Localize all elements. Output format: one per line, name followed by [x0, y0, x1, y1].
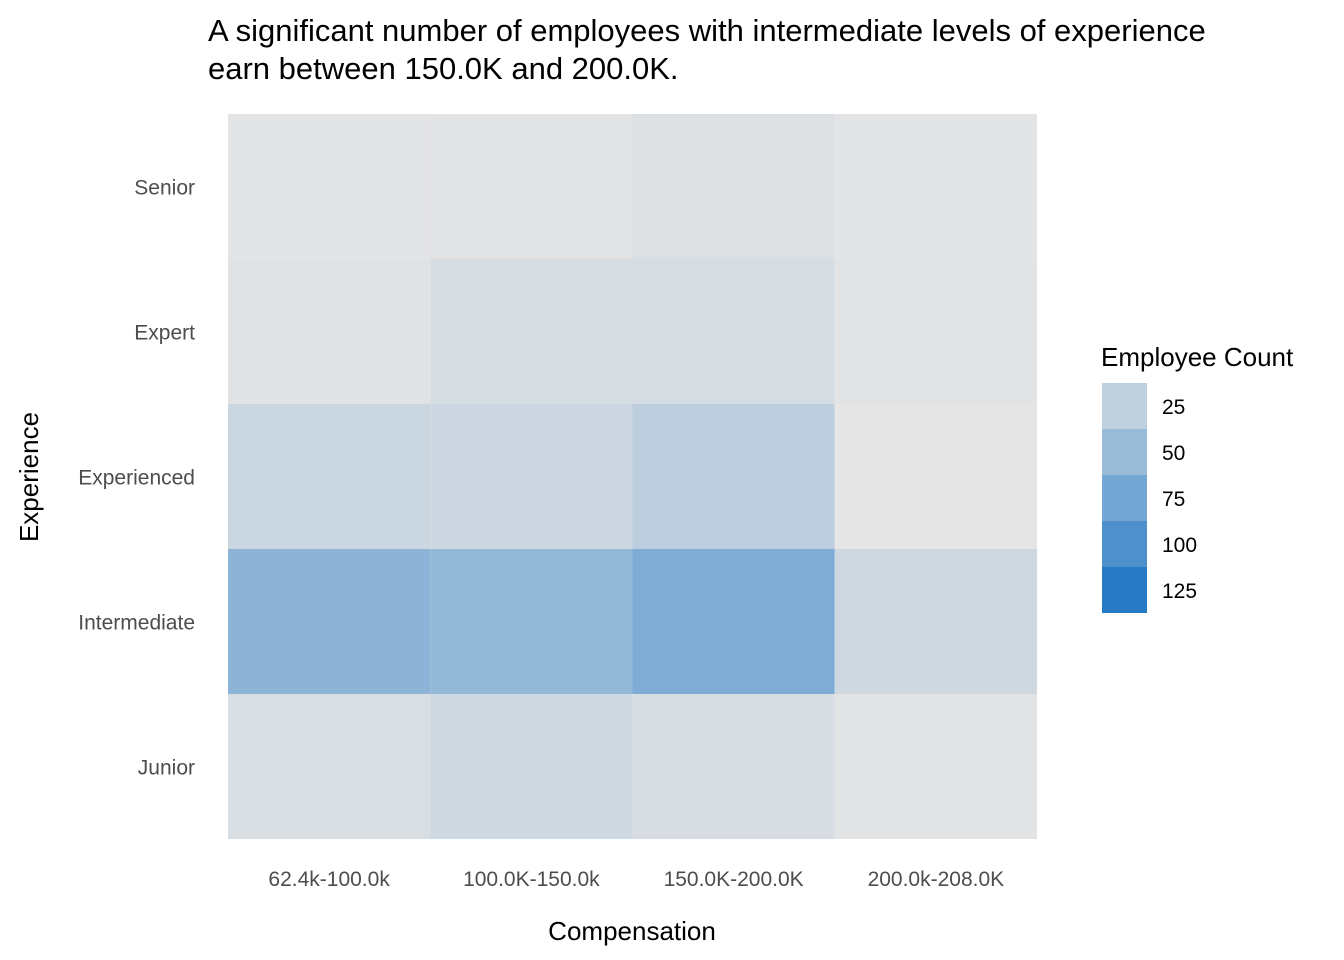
x-tick-label: 150.0K-200.0K	[664, 868, 804, 891]
y-tick-label: Expert	[134, 322, 195, 345]
legend-label: 100	[1162, 534, 1197, 557]
heatmap-cell	[834, 694, 1037, 839]
heatmap-cell	[430, 694, 633, 839]
heatmap-cell	[632, 259, 835, 404]
legend-label: 50	[1162, 442, 1185, 465]
y-axis-title: Experience	[14, 412, 44, 542]
legend-label: 75	[1162, 488, 1185, 511]
heatmap-cell	[228, 549, 431, 694]
legend-key	[1102, 567, 1147, 613]
heatmap-cell	[632, 404, 835, 549]
x-tick-label: 100.0K-150.0k	[463, 868, 600, 891]
heatmap-cell	[430, 549, 633, 694]
x-tick-labels: 62.4k-100.0k 100.0K-150.0k 150.0K-200.0K 20…	[268, 868, 1004, 891]
heatmap-cell	[834, 404, 1037, 549]
heatmap-cell	[228, 694, 431, 839]
legend-title: Employee Count	[1101, 342, 1294, 372]
heatmap-cell	[632, 549, 835, 694]
chart-title-line-2: earn between 150.0K and 200.0K.	[208, 51, 679, 86]
legend-keys: 25 50 75 100 125	[1102, 383, 1197, 613]
heatmap-cell	[430, 259, 633, 404]
heatmap-cell	[834, 259, 1037, 404]
heatmap-cell	[228, 404, 431, 549]
heatmap-cell	[430, 114, 633, 259]
heatmap-cell	[632, 694, 835, 839]
legend-label: 125	[1162, 580, 1197, 603]
y-tick-label: Experienced	[78, 467, 195, 490]
heatmap-cell	[228, 114, 431, 259]
legend-key	[1102, 475, 1147, 521]
legend-key	[1102, 383, 1147, 429]
legend: Employee Count 25 50 75 100 125	[1101, 342, 1294, 613]
heatmap-cell	[430, 404, 633, 549]
x-tick-label: 200.0k-208.0K	[868, 868, 1005, 891]
y-tick-label: Senior	[134, 177, 195, 200]
heatmap-cell	[632, 114, 835, 259]
legend-key	[1102, 521, 1147, 567]
y-tick-labels: Senior Expert Experienced Intermediate Junio…	[78, 177, 195, 780]
chart-title-line-1: A significant number of employees with i…	[208, 13, 1206, 48]
legend-key	[1102, 429, 1147, 475]
y-tick-label: Intermediate	[78, 612, 195, 635]
x-axis-title: Compensation	[548, 916, 716, 946]
legend-label: 25	[1162, 396, 1185, 419]
heatmap-cell	[834, 114, 1037, 259]
y-tick-label: Junior	[138, 757, 195, 780]
x-tick-label: 62.4k-100.0k	[268, 868, 390, 891]
heatmap-cells	[228, 114, 1037, 839]
heatmap-cell	[834, 549, 1037, 694]
heatmap-cell	[228, 259, 431, 404]
